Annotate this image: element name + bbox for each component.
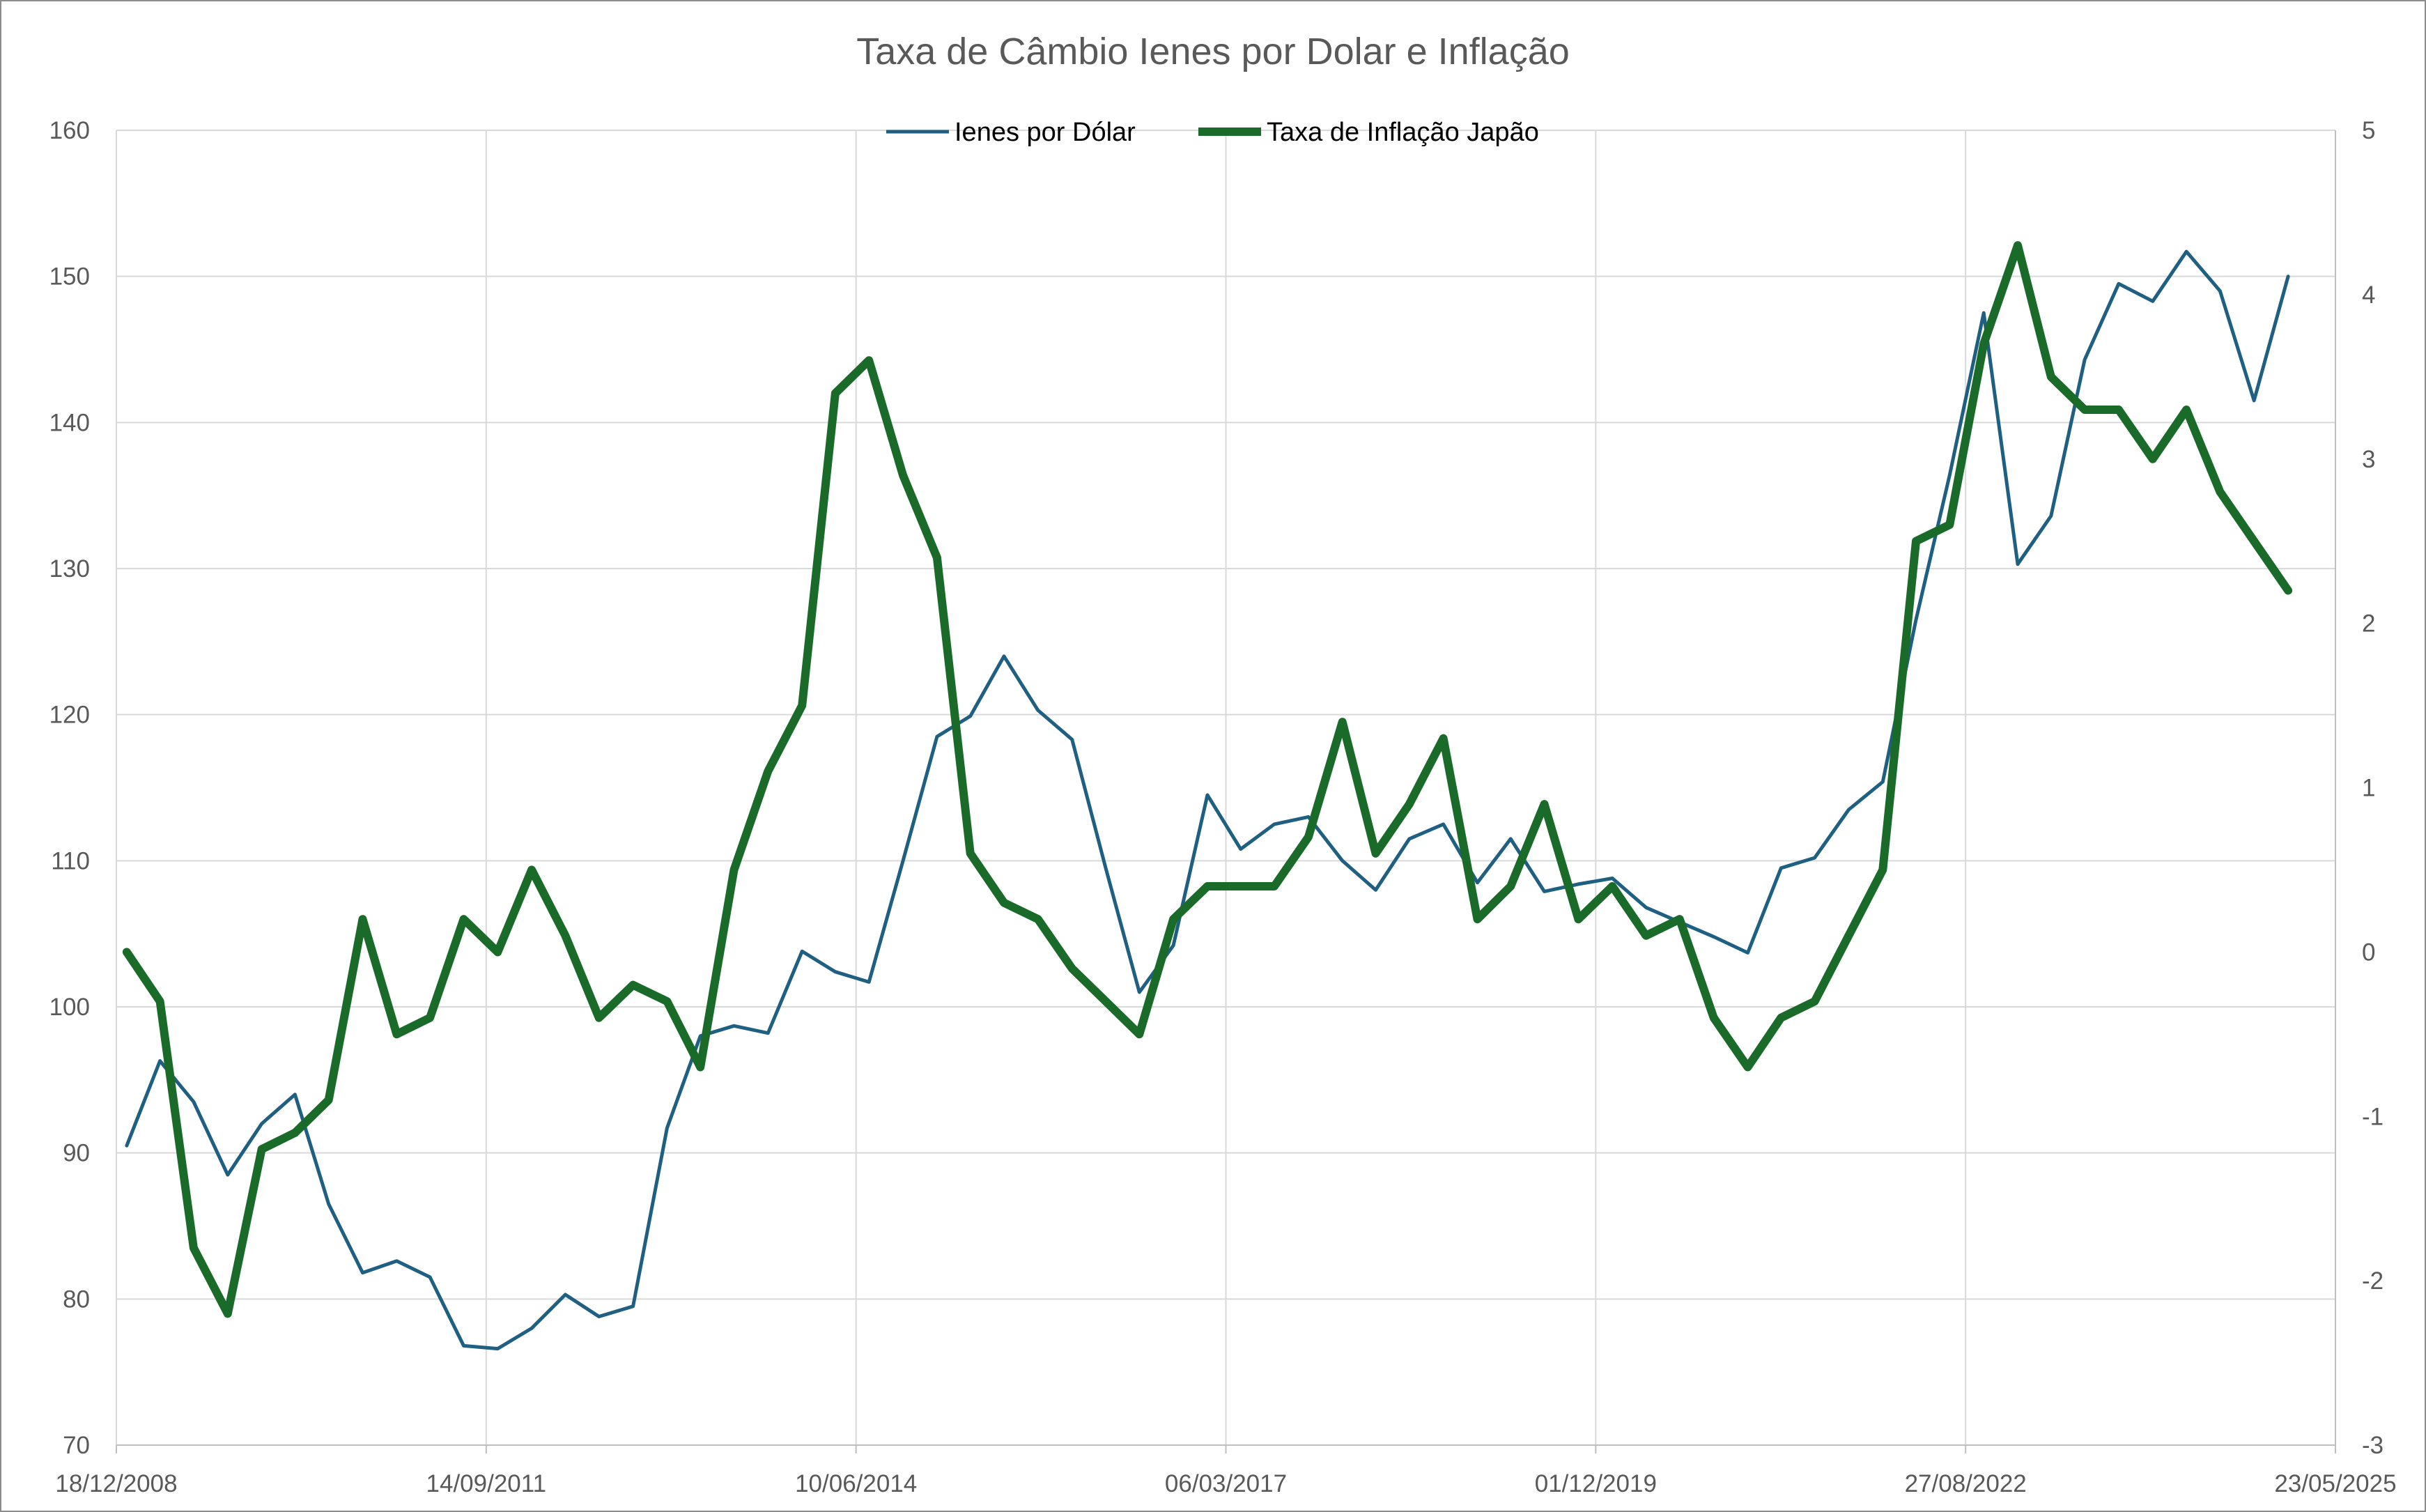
grid-layer bbox=[116, 130, 2336, 1446]
x-tick-label: 23/05/2025 bbox=[2274, 1470, 2396, 1497]
series-layer bbox=[122, 241, 2293, 1351]
x-tick-label: 01/12/2019 bbox=[1535, 1470, 1657, 1497]
axis-layer: 70 80 90 100 110 120 130 140 150 160 -3 -2 -1 0 1 2 3 4 5 1… bbox=[49, 117, 2397, 1497]
y-right-tick-label: -1 bbox=[2362, 1103, 2383, 1130]
x-tick-label: 06/03/2017 bbox=[1165, 1470, 1287, 1497]
legend-label-ienes: Ienes por Dólar bbox=[955, 118, 1136, 147]
series-line-ienes-por-dolar bbox=[125, 249, 2290, 1351]
y-right-tick-label: -2 bbox=[2362, 1267, 2383, 1295]
y-right-tick-label: 0 bbox=[2362, 939, 2375, 966]
legend-label-inflacao: Taxa de Inflação Japão bbox=[1267, 118, 1539, 147]
y-left-tick-label: 100 bbox=[49, 994, 90, 1021]
y-right-tick-label: 3 bbox=[2362, 446, 2375, 473]
y-right-tick-label: 2 bbox=[2362, 610, 2375, 638]
y-left-tick-label: 140 bbox=[49, 409, 90, 436]
y-right-tick-label: -3 bbox=[2362, 1432, 2383, 1459]
y-right-tick-label: 5 bbox=[2362, 117, 2375, 144]
y-left-tick-label: 90 bbox=[63, 1140, 90, 1167]
y-right-tick-label: 4 bbox=[2362, 281, 2375, 309]
x-tick-label: 18/12/2008 bbox=[55, 1470, 177, 1497]
y-left-tick-label: 160 bbox=[49, 117, 90, 144]
x-tick-label: 14/09/2011 bbox=[426, 1470, 547, 1497]
series-line-inflacao-japao bbox=[122, 241, 2293, 1318]
legend: Ienes por Dólar Taxa de Inflação Japão bbox=[886, 118, 1539, 147]
y-left-tick-label: 130 bbox=[49, 555, 90, 583]
x-tick-label: 27/08/2022 bbox=[1905, 1470, 2027, 1497]
x-tick-label: 10/06/2014 bbox=[795, 1470, 917, 1497]
y-left-tick-label: 150 bbox=[49, 263, 90, 291]
y-left-tick-label: 70 bbox=[63, 1432, 90, 1459]
chart-title: Taxa de Câmbio Ienes por Dolar e Inflaçã… bbox=[856, 31, 1570, 72]
y-left-tick-label: 110 bbox=[51, 847, 90, 874]
y-left-tick-label: 120 bbox=[49, 702, 90, 729]
y-right-tick-label: 1 bbox=[2362, 775, 2375, 802]
y-left-tick-label: 80 bbox=[63, 1286, 90, 1313]
